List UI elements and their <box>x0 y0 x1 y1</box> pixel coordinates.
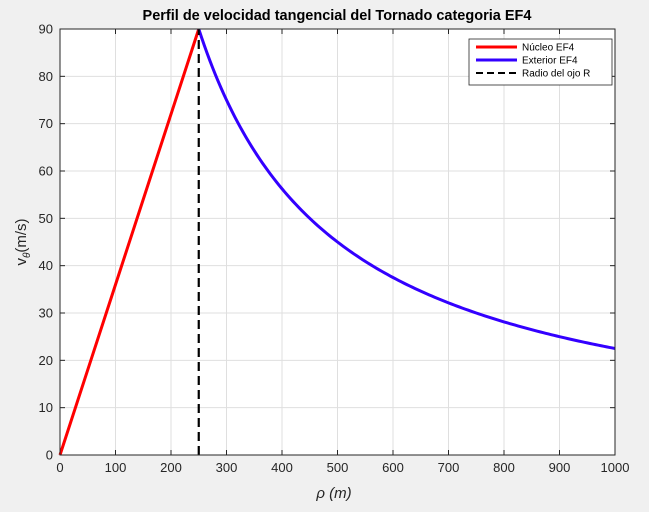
y-tick-label: 20 <box>39 353 53 368</box>
y-tick-label: 30 <box>39 306 53 321</box>
x-tick-label: 300 <box>216 460 238 475</box>
y-tick-label: 60 <box>39 164 53 179</box>
x-tick-label: 500 <box>327 460 349 475</box>
legend-item-exterior-label: Exterior EF4 <box>522 56 578 67</box>
legend-item-eye-radius-label: Radio del ojo R <box>522 69 590 80</box>
x-tick-label: 1000 <box>601 460 630 475</box>
y-tick-label: 70 <box>39 116 53 131</box>
y-axis-label-unit: (m/s) <box>13 218 30 252</box>
chart-title: Perfil de velocidad tangencial del Torna… <box>143 8 532 24</box>
y-tick-label: 40 <box>39 258 53 273</box>
legend: Núcleo EF4 Exterior EF4 Radio del ojo R <box>468 38 613 86</box>
y-axis-label-main: v <box>13 258 30 266</box>
y-tick-label: 90 <box>39 22 53 37</box>
y-axis-label-sub: θ <box>22 252 33 258</box>
x-tick-label: 600 <box>382 460 404 475</box>
y-tick-label: 80 <box>39 69 53 84</box>
legend-items: Núcleo EF4 Exterior EF4 Radio del ojo R <box>476 43 590 80</box>
series-layer <box>58 28 616 456</box>
y-tick-label: 50 <box>39 211 53 226</box>
x-tick-label: 100 <box>105 460 127 475</box>
x-tick-label: 800 <box>493 460 515 475</box>
y-tick-label: 0 <box>46 448 53 463</box>
core-series-line <box>58 28 201 456</box>
x-tick-label: 900 <box>549 460 571 475</box>
x-axis-label: ρ (m) <box>315 485 351 502</box>
x-tick-label: 0 <box>56 460 63 475</box>
legend-item-core-label: Núcleo EF4 <box>522 43 575 54</box>
ticks: 0 100 200 300 400 500 600 700 800 900 1000 0 10 20 30 4… <box>39 22 630 476</box>
x-tick-label: 400 <box>271 460 293 475</box>
x-tick-label: 200 <box>160 460 182 475</box>
exterior-series-line <box>197 28 616 350</box>
y-axis-label: vθ(m/s) <box>13 218 33 265</box>
x-tick-label: 700 <box>438 460 460 475</box>
y-tick-label: 10 <box>39 400 53 415</box>
